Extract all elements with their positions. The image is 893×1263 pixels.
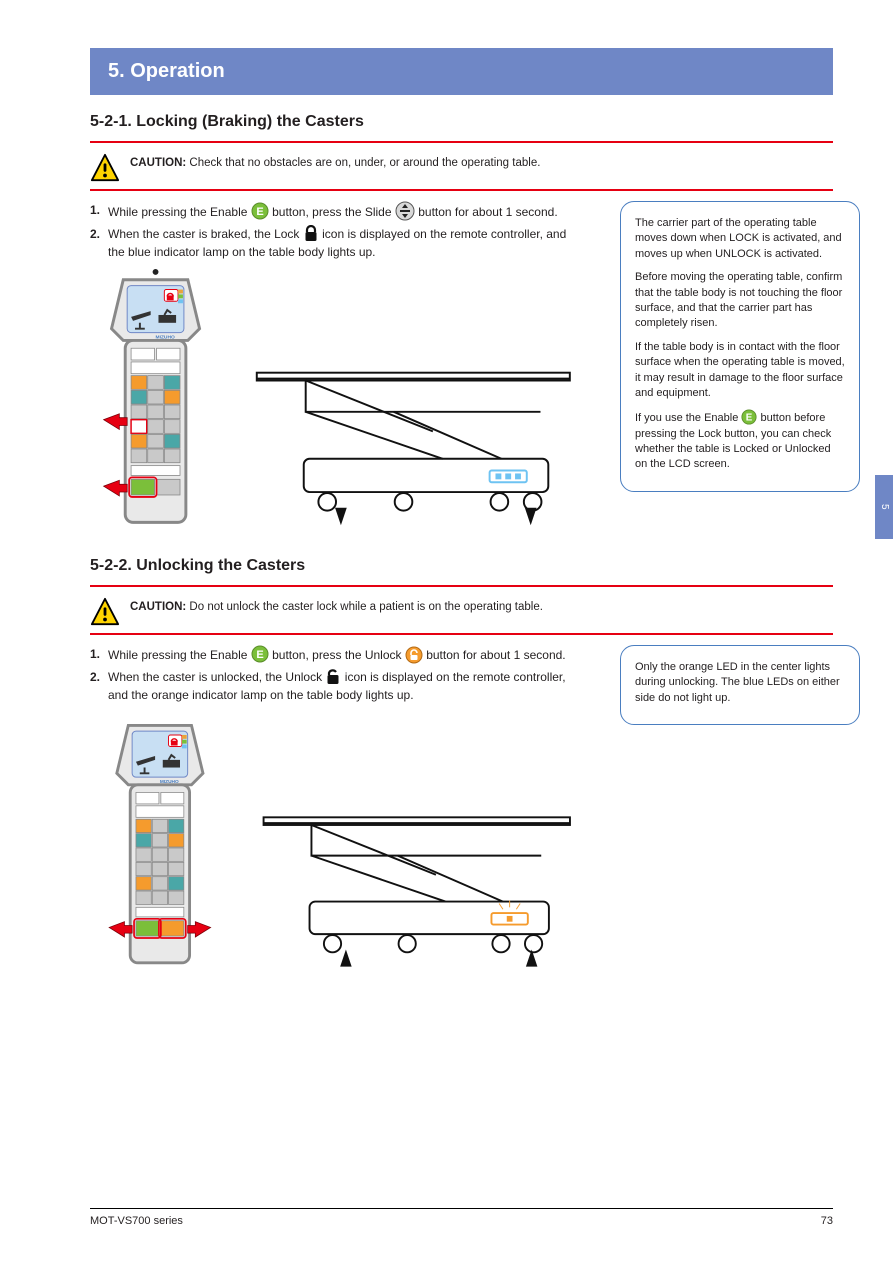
rule-red — [90, 141, 833, 143]
caution-text-522: CAUTION: Do not unlock the caster lock w… — [130, 597, 543, 616]
svg-text:E: E — [256, 206, 263, 218]
svg-text:E: E — [256, 649, 263, 661]
caution-body: Do not unlock the caster lock while a pa… — [189, 601, 543, 613]
step-number: 2. — [90, 225, 102, 243]
footer-page-number: 73 — [821, 1215, 833, 1227]
lock-closed-icon — [303, 225, 319, 243]
caution-body: Check that no obstacles are on, under, o… — [189, 157, 540, 169]
caution-word: CAUTION: — [130, 601, 186, 613]
callout-p: Before moving the operating table, confi… — [635, 270, 845, 332]
callout-p: If the table body is in contact with the… — [635, 340, 845, 402]
page-footer: MOT-VS700 series 73 — [90, 1208, 833, 1227]
callout-521: The carrier part of the operating table … — [620, 201, 860, 492]
slide-icon — [395, 201, 415, 221]
step-text: When the caster is unlocked, the Unlock … — [108, 668, 580, 704]
unlock-badge-icon — [405, 646, 423, 664]
caution-text-521: CAUTION: Check that no obstacles are on,… — [130, 153, 540, 172]
heading-521: 5-2-1. Locking (Braking) the Casters — [90, 113, 833, 131]
enable-badge-icon: E — [741, 409, 757, 425]
svg-text:E: E — [746, 413, 753, 424]
heading-522: 5-2-2. Unlocking the Casters — [90, 557, 833, 575]
rule-red — [90, 585, 833, 587]
rule-red — [90, 633, 833, 635]
table-lock-figure — [247, 359, 580, 539]
remote-controller-figure: MIZUHO — [90, 269, 207, 539]
enable-badge-icon: E — [251, 645, 269, 663]
step-number: 1. — [90, 201, 102, 219]
caution-icon — [90, 597, 120, 627]
enable-badge-icon: E — [251, 202, 269, 220]
lock-open-icon — [325, 668, 341, 686]
step-number: 2. — [90, 668, 102, 686]
step-text: While pressing the Enable E button, pres… — [108, 201, 580, 221]
caution-icon — [90, 153, 120, 183]
callout-p: If you use the Enable E button before pr… — [635, 409, 845, 473]
callout-522: Only the orange LED in the center lights… — [620, 645, 860, 725]
table-unlock-figure — [254, 802, 580, 982]
step-number: 1. — [90, 645, 102, 663]
callout-p: The carrier part of the operating table … — [635, 216, 845, 262]
rule-red — [90, 189, 833, 191]
callout-p: Only the orange LED in the center lights… — [635, 660, 845, 706]
footer-model: MOT-VS700 series — [90, 1215, 183, 1227]
section-band: 5. Operation — [90, 48, 833, 95]
step-text: While pressing the Enable E button, pres… — [108, 645, 580, 664]
step-text: When the caster is braked, the Lock icon… — [108, 225, 580, 261]
caution-word: CAUTION: — [130, 157, 186, 169]
side-tab: 5 — [875, 475, 893, 539]
remote-controller-figure: MIZUHO — [90, 712, 214, 982]
